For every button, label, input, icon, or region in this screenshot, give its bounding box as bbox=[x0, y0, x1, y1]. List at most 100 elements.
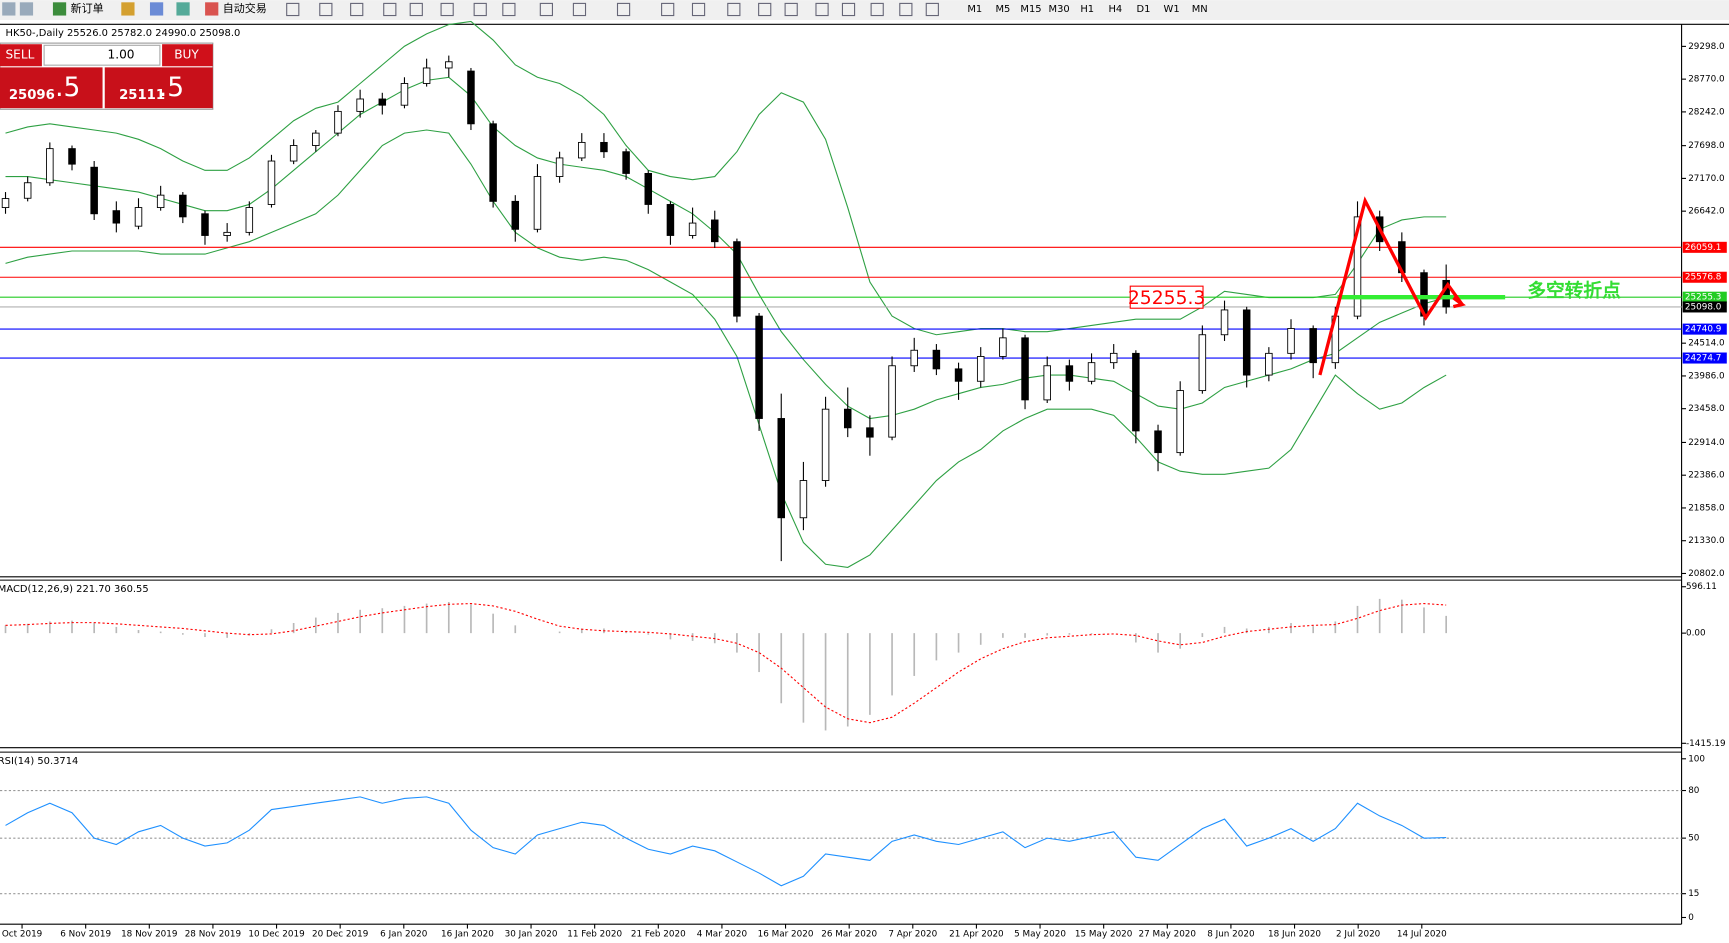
level-label: 25576.8 bbox=[1685, 273, 1721, 283]
candle-body bbox=[954, 368, 963, 382]
candle-body bbox=[733, 241, 741, 317]
y-tick-label: 23458.0 bbox=[1688, 404, 1725, 414]
candle-body bbox=[1287, 328, 1295, 354]
level-label: 25255.3 bbox=[1685, 293, 1721, 303]
sell-button[interactable] bbox=[0, 44, 42, 67]
sell-label[interactable]: SELL bbox=[6, 48, 35, 62]
plot: 29298.0 28770.0 28242.0 27698.0 27170.0 26642… bbox=[0, 20, 1727, 940]
timeframe-button[interactable]: W1 bbox=[1164, 4, 1180, 15]
trade-panel: SELL 1.00 BUY 25096 .5 25111 .5 bbox=[0, 42, 214, 110]
ask-box[interactable] bbox=[104, 67, 213, 109]
ask-main[interactable]: 25111 bbox=[119, 88, 165, 103]
timeframe-button[interactable]: D1 bbox=[1137, 4, 1151, 15]
candle-body bbox=[777, 418, 785, 519]
icon[interactable] bbox=[19, 2, 34, 16]
bid-pip[interactable]: .5 bbox=[55, 72, 80, 103]
level-box bbox=[1129, 285, 1204, 309]
icon[interactable] bbox=[2, 2, 16, 16]
icon[interactable] bbox=[149, 2, 164, 16]
toolbar-icon[interactable] bbox=[473, 2, 487, 17]
toolbar-icon[interactable] bbox=[815, 2, 829, 17]
candle-body bbox=[489, 123, 497, 202]
candle-body bbox=[533, 176, 542, 230]
candle-body bbox=[334, 110, 342, 134]
new-order-button[interactable]: 新订单 bbox=[71, 1, 104, 15]
level-label: 26059.1 bbox=[1685, 243, 1721, 253]
lots-value[interactable]: 1.00 bbox=[108, 48, 135, 62]
timeframe-button[interactable]: M1 bbox=[967, 4, 982, 15]
timeframe-button[interactable]: H1 bbox=[1080, 4, 1094, 15]
candle-body bbox=[68, 148, 76, 165]
candle-body bbox=[799, 480, 808, 519]
toolbar-icon[interactable] bbox=[691, 2, 706, 17]
y-tick-label: 22914.0 bbox=[1688, 438, 1725, 448]
candle-body bbox=[1198, 334, 1207, 392]
timeframe-button[interactable]: M30 bbox=[1049, 4, 1070, 15]
ask-pip[interactable]: .5 bbox=[159, 72, 184, 103]
y-tick-label: 100 bbox=[1688, 754, 1705, 764]
rsi-header: RSI(14) 50.3714 bbox=[0, 756, 78, 767]
x-tick-label: 21 Feb 2020 bbox=[631, 930, 686, 940]
buy-label[interactable]: BUY bbox=[174, 48, 199, 62]
candle-body bbox=[312, 132, 320, 146]
toolbar-icon[interactable] bbox=[925, 2, 939, 17]
toolbar-icon[interactable] bbox=[383, 2, 397, 17]
toolbar-icon[interactable] bbox=[758, 2, 772, 17]
y-tick-label: 21858.0 bbox=[1688, 503, 1725, 513]
toolbar-icon[interactable] bbox=[409, 2, 423, 17]
y-tick-label: 15 bbox=[1688, 889, 1699, 899]
y-tick-label: 80 bbox=[1688, 786, 1700, 796]
toolbar-icon[interactable] bbox=[616, 2, 631, 17]
toolbar-icon[interactable] bbox=[727, 2, 741, 17]
x-tick-label: 26 Mar 2020 bbox=[821, 930, 877, 940]
toolbar-icon[interactable] bbox=[440, 2, 454, 17]
chart-header: HK50-,Daily 25526.0 25782.0 24990.0 2509… bbox=[6, 28, 241, 39]
icon[interactable] bbox=[205, 2, 219, 16]
toolbar-icon[interactable] bbox=[661, 2, 675, 17]
timeframe-button[interactable]: M15 bbox=[1020, 4, 1041, 15]
x-tick-label: 11 Feb 2020 bbox=[567, 930, 622, 940]
toolbar-icon[interactable] bbox=[870, 2, 884, 17]
candle-body bbox=[112, 210, 121, 224]
toolbar-icon[interactable] bbox=[502, 2, 516, 17]
auto-trading-button[interactable]: 自动交易 bbox=[223, 1, 267, 15]
icon[interactable] bbox=[121, 2, 135, 16]
candle-body bbox=[134, 207, 143, 227]
candle-body bbox=[511, 200, 520, 230]
timeframe-button[interactable]: M5 bbox=[995, 4, 1010, 15]
x-tick-label: 18 Jun 2020 bbox=[1268, 930, 1321, 940]
timeframe-button[interactable]: MN bbox=[1192, 4, 1208, 15]
toolbar-icon[interactable] bbox=[784, 2, 798, 17]
toolbar-icon[interactable] bbox=[350, 2, 364, 17]
toolbar-icon[interactable] bbox=[319, 2, 333, 17]
icon[interactable] bbox=[52, 2, 67, 16]
toolbar-icon[interactable] bbox=[572, 2, 587, 17]
y-tick-label: 24514.0 bbox=[1688, 339, 1725, 349]
toolbar-icon[interactable] bbox=[286, 2, 300, 17]
candle-body bbox=[400, 83, 409, 106]
candle-body bbox=[999, 337, 1007, 357]
candle-body bbox=[755, 315, 763, 419]
x-tick-label: 15 May 2020 bbox=[1075, 930, 1133, 940]
level-tag bbox=[1682, 352, 1727, 364]
toolbar-icon[interactable] bbox=[899, 2, 913, 17]
candle-body bbox=[866, 427, 874, 438]
candle-body bbox=[1176, 390, 1184, 454]
bid-box[interactable] bbox=[0, 67, 103, 109]
macd-header: MACD(12,26,9) 221.70 360.55 bbox=[0, 584, 149, 595]
candle-body bbox=[821, 408, 830, 481]
candle-body bbox=[1109, 352, 1118, 364]
y-tick-label: 23986.0 bbox=[1688, 371, 1725, 381]
bid-main[interactable]: 25096 bbox=[9, 88, 55, 103]
buy-button[interactable] bbox=[162, 44, 213, 67]
x-tick-label: Oct 2019 bbox=[2, 930, 42, 940]
bollinger-band bbox=[5, 129, 1447, 568]
trend-arrow bbox=[1318, 196, 1466, 376]
toolbar-icon[interactable] bbox=[841, 2, 856, 17]
lots-input[interactable] bbox=[43, 44, 161, 66]
timeframe-button[interactable]: H4 bbox=[1108, 4, 1122, 15]
icon[interactable] bbox=[176, 2, 190, 16]
toolbar-icon[interactable] bbox=[539, 2, 553, 17]
